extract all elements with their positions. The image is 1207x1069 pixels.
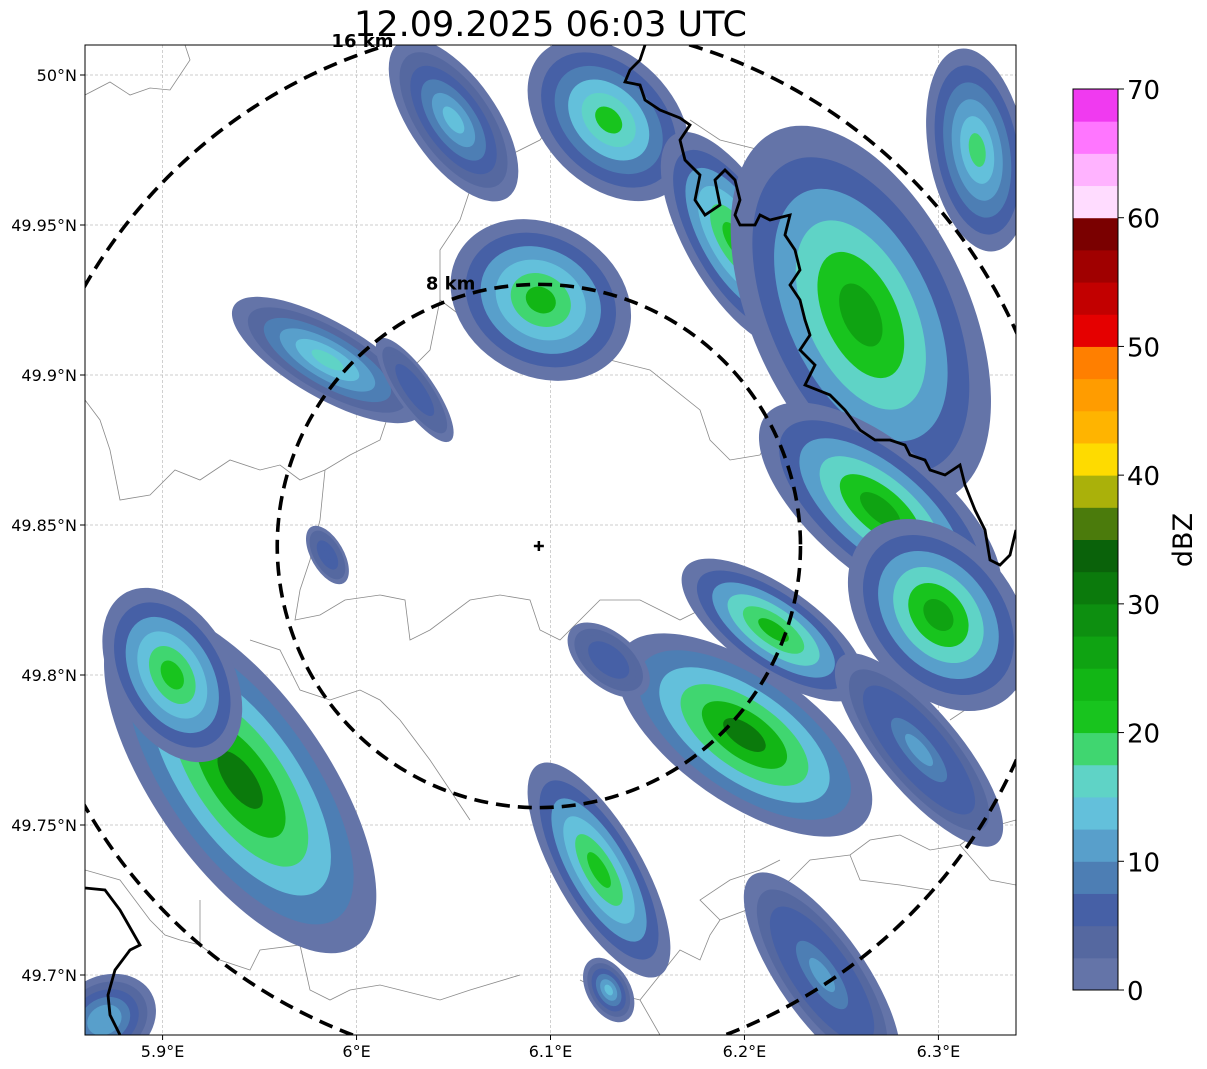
echo-contour: [408, 381, 422, 399]
echo-contour: [860, 492, 901, 528]
echo-contour: [923, 598, 954, 632]
map-title: 12.09.2025 06:03 UTC: [354, 5, 747, 45]
colorbar: 0 10 20 30 40 50 60 70 dBZ: [1072, 76, 1199, 1007]
echo-cell: [375, 337, 454, 443]
lat-tick-label: 49.75°N: [11, 816, 77, 835]
national-borders: [85, 45, 1016, 1035]
colorbar-segment: [1073, 89, 1118, 122]
colorbar-tick-label: 0: [1127, 977, 1144, 1007]
lon-tick-label: 6.3°E: [917, 1042, 961, 1061]
echo-contour: [442, 106, 465, 134]
lon-tick-label: 6.2°E: [723, 1042, 767, 1061]
echo-cell: [231, 296, 423, 424]
lat-tick-label: 49.95°N: [11, 216, 77, 235]
echo-contour: [604, 984, 613, 996]
echo-cell: [305, 525, 349, 585]
echo-cell: [847, 518, 1016, 712]
colorbar-tick-label: 30: [1127, 591, 1160, 621]
colorbar-tick-label: 10: [1127, 848, 1160, 878]
colorbar-segment: [1073, 700, 1118, 734]
radar-site-marker: [533, 541, 544, 551]
echo-contour: [905, 733, 934, 767]
colorbar-tick-label: 20: [1127, 720, 1160, 750]
colorbar-segment: [1073, 442, 1118, 476]
echo-contour: [968, 133, 986, 167]
colorbar-tick-label: 70: [1127, 76, 1160, 106]
colorbar-segment: [1073, 796, 1118, 830]
lon-tick-label: 6°E: [342, 1042, 370, 1061]
colorbar-segment: [1073, 603, 1118, 637]
range-ring-labels: 8 km 16 km: [331, 31, 475, 295]
lat-tick-label: 50°N: [37, 66, 77, 85]
colorbar-segment: [1073, 475, 1118, 508]
range-ring-label: 16 km: [331, 31, 393, 52]
echo-cell: [926, 48, 1016, 252]
echo-cell: [388, 45, 519, 202]
axis-ticks: 5.9°E 6°E 6.1°E 6.2°E 6.3°E 50°N 49.95°N 49.9°N…: [11, 66, 960, 1061]
colorbar-tick-label: 40: [1127, 462, 1160, 492]
colorbar-segment: [1073, 571, 1118, 605]
range-ring-label: 8 km: [426, 273, 476, 294]
colorbar-segment: [1073, 861, 1118, 894]
echo-cell: [450, 219, 632, 381]
echo-contour: [323, 550, 332, 560]
reflectivity-echoes: [85, 45, 1016, 1035]
echo-contour: [601, 653, 616, 667]
colorbar-segment: [1073, 282, 1118, 315]
colorbar-segment: [1073, 957, 1118, 991]
echo-contour: [839, 283, 883, 347]
echo-cell: [743, 872, 901, 1035]
echo-cell: [583, 957, 635, 1023]
colorbar-title: dBZ: [1168, 513, 1199, 567]
echo-contour: [587, 852, 611, 888]
colorbar-segment: [1073, 668, 1118, 701]
echo-cell: [616, 633, 873, 837]
colorbar-segment: [1073, 829, 1118, 862]
echo-cell: [681, 558, 866, 702]
echo-cell: [527, 45, 690, 202]
colorbar-segment: [1073, 764, 1118, 798]
colorbar-frame: [1072, 88, 1119, 991]
echo-contour: [217, 751, 263, 809]
colorbar-segment: [1073, 121, 1118, 154]
echo-cell: [85, 973, 156, 1035]
colorbar-segment: [1073, 507, 1118, 540]
colorbar-segment: [1073, 732, 1118, 766]
colorbar-segment: [1073, 346, 1118, 380]
lat-tick-label: 49.7°N: [21, 966, 77, 985]
colorbar-segment: [1073, 410, 1118, 444]
echo-contour: [160, 660, 184, 690]
lon-tick-label: 5.9°E: [141, 1042, 185, 1061]
colorbar-segment: [1073, 636, 1118, 669]
colorbar-segment: [1073, 153, 1118, 187]
colorbar-segment: [1073, 249, 1118, 283]
echo-contour: [595, 106, 623, 134]
range-rings: [85, 45, 1016, 1035]
echo-cell: [567, 622, 650, 698]
colorbar-segment: [1073, 185, 1118, 219]
lat-tick-label: 49.85°N: [11, 516, 77, 535]
echo-contour: [723, 718, 766, 752]
colorbar-segment: [1073, 925, 1118, 959]
colorbar-segment: [1073, 893, 1118, 927]
colorbar-segment: [1073, 217, 1118, 251]
colorbar-segment: [1073, 314, 1118, 347]
echo-cell: [102, 587, 243, 763]
colorbar-tick-label: 50: [1127, 333, 1160, 363]
echo-contour: [525, 286, 556, 314]
echo-contour: [95, 1012, 113, 1028]
colorbar-segment: [1073, 539, 1118, 573]
lat-tick-label: 49.8°N: [21, 666, 77, 685]
echo-cell: [527, 762, 671, 978]
range-ring: [275, 282, 803, 810]
colorbar-segment: [1073, 378, 1118, 412]
echo-contour: [311, 349, 344, 371]
colorbar-tick-label: 60: [1127, 205, 1160, 235]
lon-tick-label: 6.1°E: [529, 1042, 573, 1061]
lat-tick-label: 49.9°N: [21, 366, 77, 385]
echo-contour: [758, 618, 789, 642]
echo-cell: [834, 653, 1004, 847]
